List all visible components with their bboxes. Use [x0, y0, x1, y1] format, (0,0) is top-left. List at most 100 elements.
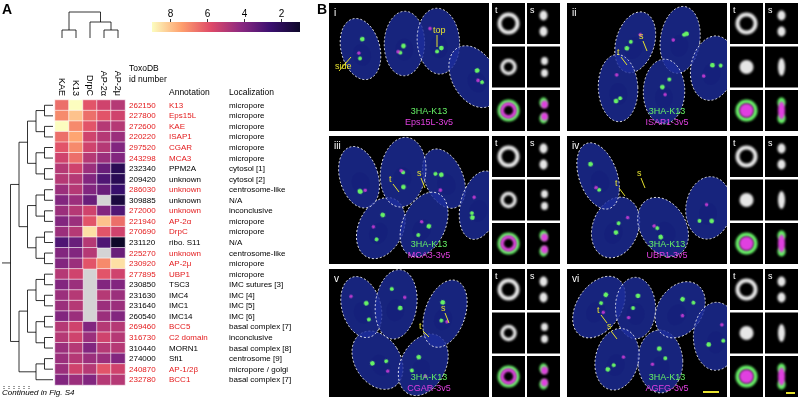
- svg-text:micropore: micropore: [229, 122, 265, 131]
- svg-text:micropore: micropore: [229, 132, 265, 141]
- svg-text:N/A: N/A: [229, 196, 243, 205]
- svg-text:s: s: [607, 321, 612, 331]
- svg-text:cytosol [2]: cytosol [2]: [229, 175, 265, 184]
- svg-text:unknown: unknown: [169, 249, 201, 258]
- svg-text:inconclusive: inconclusive: [229, 333, 273, 342]
- svg-text:t: t: [733, 5, 736, 15]
- svg-text:basal complex [7]: basal complex [7]: [229, 322, 291, 331]
- svg-text:s: s: [530, 138, 535, 148]
- svg-text:232340: 232340: [129, 164, 156, 173]
- svg-text:inconclusive: inconclusive: [229, 206, 273, 215]
- svg-text:C2 domain: C2 domain: [169, 333, 208, 342]
- svg-text:unknown: unknown: [169, 196, 201, 205]
- svg-text:Continued in Fig. S4: Continued in Fig. S4: [2, 388, 75, 397]
- svg-text:centrosome-like: centrosome-like: [229, 185, 286, 194]
- svg-text:CGAR: CGAR: [169, 143, 192, 152]
- svg-text:DrpC: DrpC: [169, 227, 188, 236]
- svg-text:262150: 262150: [129, 101, 156, 110]
- svg-text:272000: 272000: [129, 206, 156, 215]
- svg-text:IMC14: IMC14: [169, 312, 193, 321]
- svg-text:top: top: [433, 25, 446, 35]
- svg-text:MCA3: MCA3: [169, 154, 192, 163]
- svg-text:316730: 316730: [129, 333, 156, 342]
- svg-text:209420: 209420: [129, 175, 156, 184]
- svg-text:t: t: [495, 271, 498, 281]
- svg-text:micropore: micropore: [229, 111, 265, 120]
- svg-text:PPM2A: PPM2A: [169, 164, 197, 173]
- svg-text:MORN1: MORN1: [169, 344, 198, 353]
- svg-text:ISAP1: ISAP1: [169, 132, 192, 141]
- svg-text:Eps15L: Eps15L: [169, 111, 197, 120]
- svg-text:micropore: micropore: [229, 217, 265, 226]
- svg-text:3HA-K13: 3HA-K13: [411, 106, 448, 116]
- svg-text:centrosome [9]: centrosome [9]: [229, 354, 282, 363]
- svg-text:micropore: micropore: [229, 259, 265, 268]
- svg-text:unknown: unknown: [169, 185, 201, 194]
- svg-text:v: v: [334, 273, 339, 284]
- svg-text:ISAP1-3v5: ISAP1-3v5: [645, 117, 688, 127]
- svg-text:t: t: [597, 305, 600, 315]
- svg-text:s: s: [417, 168, 422, 178]
- svg-text:t: t: [733, 138, 736, 148]
- svg-text:micropore / golgi: micropore / golgi: [229, 365, 288, 374]
- svg-text:basal complex [8]: basal complex [8]: [229, 344, 291, 353]
- svg-text:3HA-K13: 3HA-K13: [649, 372, 686, 382]
- svg-text:309885: 309885: [129, 196, 156, 205]
- svg-text:225270: 225270: [129, 249, 156, 258]
- svg-text:Eps15L-3v5: Eps15L-3v5: [405, 117, 453, 127]
- svg-text:MCA3-3v5: MCA3-3v5: [408, 250, 451, 260]
- svg-text:t: t: [615, 178, 618, 188]
- svg-text:277895: 277895: [129, 270, 156, 279]
- svg-text:UBP1: UBP1: [169, 270, 190, 279]
- svg-text:AP-2μ: AP-2μ: [113, 71, 123, 96]
- svg-text:TSC3: TSC3: [169, 280, 190, 289]
- svg-text:CGAR-3v5: CGAR-3v5: [407, 383, 451, 393]
- svg-text:UBP1-3v5: UBP1-3v5: [646, 250, 687, 260]
- svg-text:ToxoDB: ToxoDB: [129, 63, 159, 73]
- svg-text:AP-1/2β: AP-1/2β: [169, 365, 198, 374]
- svg-text:iii: iii: [334, 140, 341, 151]
- svg-text:220220: 220220: [129, 132, 156, 141]
- svg-text:269460: 269460: [129, 322, 156, 331]
- svg-text:IMC4: IMC4: [169, 291, 189, 300]
- svg-text:Localization: Localization: [229, 87, 274, 97]
- svg-text:micropore: micropore: [229, 143, 265, 152]
- svg-text:s: s: [441, 303, 446, 313]
- svg-text:286030: 286030: [129, 185, 156, 194]
- svg-text:8: 8: [168, 8, 174, 19]
- svg-text:t: t: [617, 47, 620, 57]
- svg-text:230920: 230920: [129, 259, 156, 268]
- svg-text:AP-2α: AP-2α: [169, 217, 192, 226]
- svg-text:3HA-K13: 3HA-K13: [649, 239, 686, 249]
- svg-text:micropore: micropore: [229, 154, 265, 163]
- svg-text:micropore: micropore: [229, 101, 265, 110]
- svg-text:ribo. S11: ribo. S11: [169, 238, 201, 247]
- svg-text:A: A: [2, 1, 12, 17]
- svg-text:240870: 240870: [129, 365, 156, 374]
- svg-text:s: s: [768, 271, 773, 281]
- svg-text:t: t: [389, 174, 392, 184]
- svg-text:BCC5: BCC5: [169, 322, 191, 331]
- svg-text:KAE: KAE: [57, 78, 67, 96]
- svg-text:230850: 230850: [129, 280, 156, 289]
- svg-text:t: t: [495, 5, 498, 15]
- svg-text:232780: 232780: [129, 375, 156, 384]
- svg-text:Annotation: Annotation: [169, 87, 210, 97]
- svg-text:4: 4: [242, 8, 248, 19]
- svg-text:centrosome-like: centrosome-like: [229, 249, 286, 258]
- svg-text:id number: id number: [129, 74, 167, 84]
- svg-text:AGFG-3v5: AGFG-3v5: [645, 383, 688, 393]
- svg-text:260540: 260540: [129, 312, 156, 321]
- svg-text:IMC1: IMC1: [169, 301, 189, 310]
- svg-text:3HA-K13: 3HA-K13: [411, 239, 448, 249]
- svg-text:KAE: KAE: [169, 122, 185, 131]
- svg-text:AP-2μ: AP-2μ: [169, 259, 192, 268]
- svg-text:ii: ii: [572, 7, 576, 18]
- svg-text:s: s: [768, 138, 773, 148]
- svg-text:3HA-K13: 3HA-K13: [411, 372, 448, 382]
- svg-text:IMC [6]: IMC [6]: [229, 312, 255, 321]
- svg-text:IMC sutures [3]: IMC sutures [3]: [229, 280, 283, 289]
- svg-text:vi: vi: [572, 273, 579, 284]
- svg-text:221940: 221940: [129, 217, 156, 226]
- svg-text:231640: 231640: [129, 301, 156, 310]
